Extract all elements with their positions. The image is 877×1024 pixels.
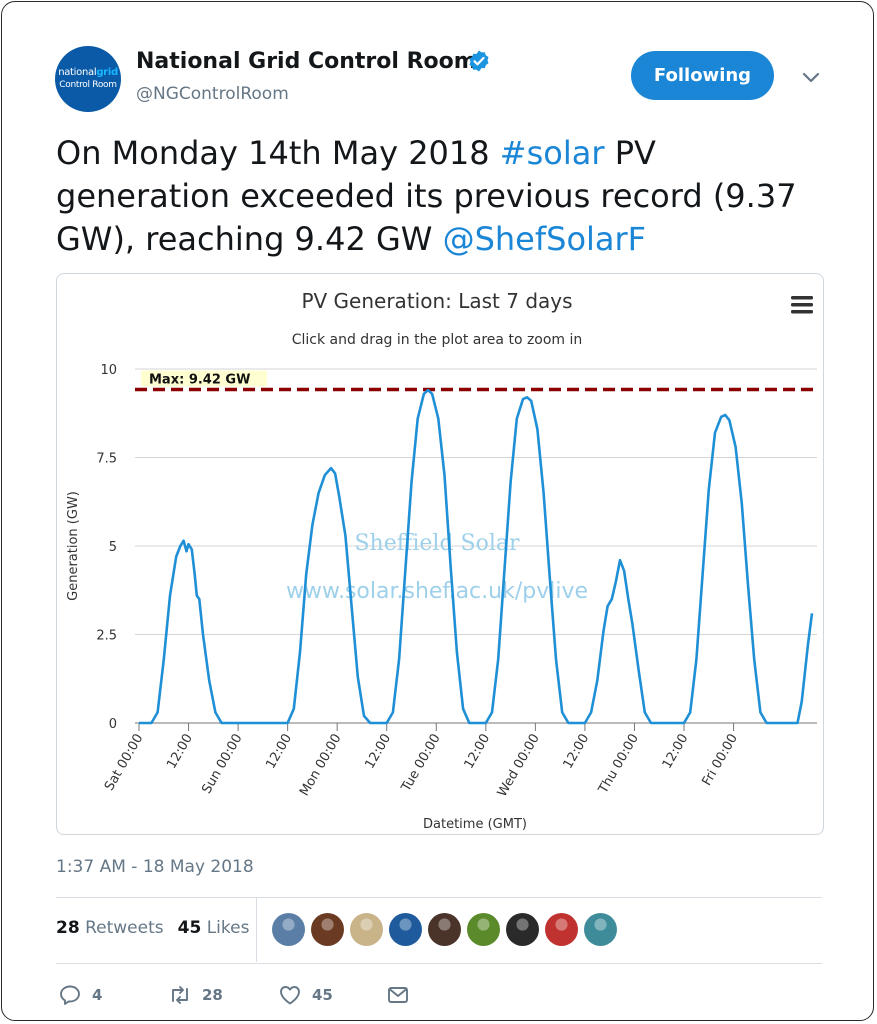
- retweets-count[interactable]: 28: [56, 918, 80, 938]
- x-tick-label: Sun 00:00: [199, 732, 245, 797]
- like-count: 45: [312, 986, 333, 1004]
- liker-avatar[interactable]: [467, 913, 500, 946]
- mail-icon: [388, 987, 408, 1003]
- chart-image[interactable]: PV Generation: Last 7 days Click and drag…: [56, 273, 824, 835]
- verified-badge-icon: [469, 50, 489, 72]
- x-tick-label: 12:00: [362, 732, 394, 772]
- display-name[interactable]: National Grid Control Room: [136, 49, 477, 74]
- liker-avatar[interactable]: [545, 913, 578, 946]
- liker-avatar[interactable]: [428, 913, 461, 946]
- watermark-url: www.solar.shef.ac.uk/pvlive: [286, 579, 588, 604]
- x-tick-label: Thu 00:00: [595, 732, 641, 798]
- x-tick-label: Mon 00:00: [297, 732, 344, 799]
- pv-generation-chart: PV Generation: Last 7 days Click and drag…: [66, 289, 817, 832]
- liker-avatar[interactable]: [389, 913, 422, 946]
- reply-icon: [60, 985, 80, 1005]
- reply-button[interactable]: 4: [58, 982, 102, 1008]
- liker-avatar[interactable]: [584, 913, 617, 946]
- pv-generation-series-line: [139, 388, 814, 725]
- chart-menu-icon: [791, 296, 813, 300]
- x-tick-label: 12:00: [660, 732, 692, 772]
- hashtag-link[interactable]: #solar: [499, 134, 605, 172]
- mention-link[interactable]: @ShefSolarF: [442, 220, 647, 258]
- x-tick-label: Tue 00:00: [398, 732, 443, 796]
- avatar-logo-line2: Control Room: [59, 80, 117, 90]
- stats-separator: [256, 898, 257, 962]
- max-label-background: [141, 370, 267, 387]
- retweet-button[interactable]: 28: [168, 982, 223, 1008]
- heart-icon: [280, 986, 300, 1005]
- y-tick-label: 10: [100, 363, 117, 378]
- chart-menu-icon: [791, 310, 813, 314]
- likes-label[interactable]: Likes: [206, 918, 250, 938]
- likes-count[interactable]: 45: [177, 918, 202, 938]
- max-label: Max: 9.42 GW: [149, 373, 250, 388]
- retweet-count: 28: [202, 986, 223, 1004]
- following-button[interactable]: Following: [631, 51, 774, 100]
- x-axis-label: Datetime (GMT): [423, 817, 527, 832]
- share-button[interactable]: [386, 982, 410, 1008]
- retweet-icon: [172, 986, 188, 1004]
- y-tick-label: 5: [109, 540, 117, 555]
- liker-avatar[interactable]: [506, 913, 539, 946]
- avatar-logo-line1: nationalgrid: [58, 67, 118, 78]
- reply-count: 4: [92, 986, 103, 1004]
- user-handle[interactable]: @NGControlRoom: [136, 84, 289, 104]
- liker-avatar[interactable]: [272, 913, 305, 946]
- x-tick-label: 12:00: [164, 732, 196, 772]
- tweet-text: On Monday 14th May 2018 #solar PV genera…: [56, 134, 797, 258]
- x-tick-label: Fri 00:00: [699, 732, 741, 789]
- chart-title: PV Generation: Last 7 days: [301, 289, 572, 313]
- x-tick-label: Wed 00:00: [495, 732, 543, 800]
- y-tick-label: 2.5: [96, 629, 117, 644]
- retweets-label[interactable]: Retweets: [85, 918, 164, 938]
- divider-bottom: [56, 963, 822, 964]
- y-axis-label: Generation (GW): [66, 491, 81, 601]
- tweet-actions: 4 28 45: [0, 982, 877, 1012]
- avatar[interactable]: nationalgrid Control Room: [55, 46, 121, 112]
- chart-menu-icon: [791, 303, 813, 307]
- tweet-timestamp[interactable]: 1:37 AM - 18 May 2018: [56, 857, 254, 877]
- likers-avatars: [272, 913, 617, 947]
- y-tick-label: 7.5: [96, 452, 117, 467]
- x-tick-label: 12:00: [263, 732, 295, 772]
- like-button[interactable]: 45: [278, 982, 333, 1008]
- chart-subtitle: Click and drag in the plot area to zoom …: [292, 332, 583, 348]
- watermark-text: Sheffield Solar: [354, 531, 520, 556]
- divider-top: [56, 897, 822, 898]
- liker-avatar[interactable]: [311, 913, 344, 946]
- x-tick-label: 12:00: [561, 732, 593, 772]
- engagement-stats: 28 Retweets 45 Likes: [56, 918, 249, 938]
- y-tick-label: 0: [109, 717, 117, 732]
- liker-avatar[interactable]: [350, 913, 383, 946]
- x-tick-label: Sat 00:00: [102, 732, 146, 794]
- chevron-down-icon[interactable]: [800, 66, 822, 88]
- x-tick-label: 12:00: [462, 732, 494, 772]
